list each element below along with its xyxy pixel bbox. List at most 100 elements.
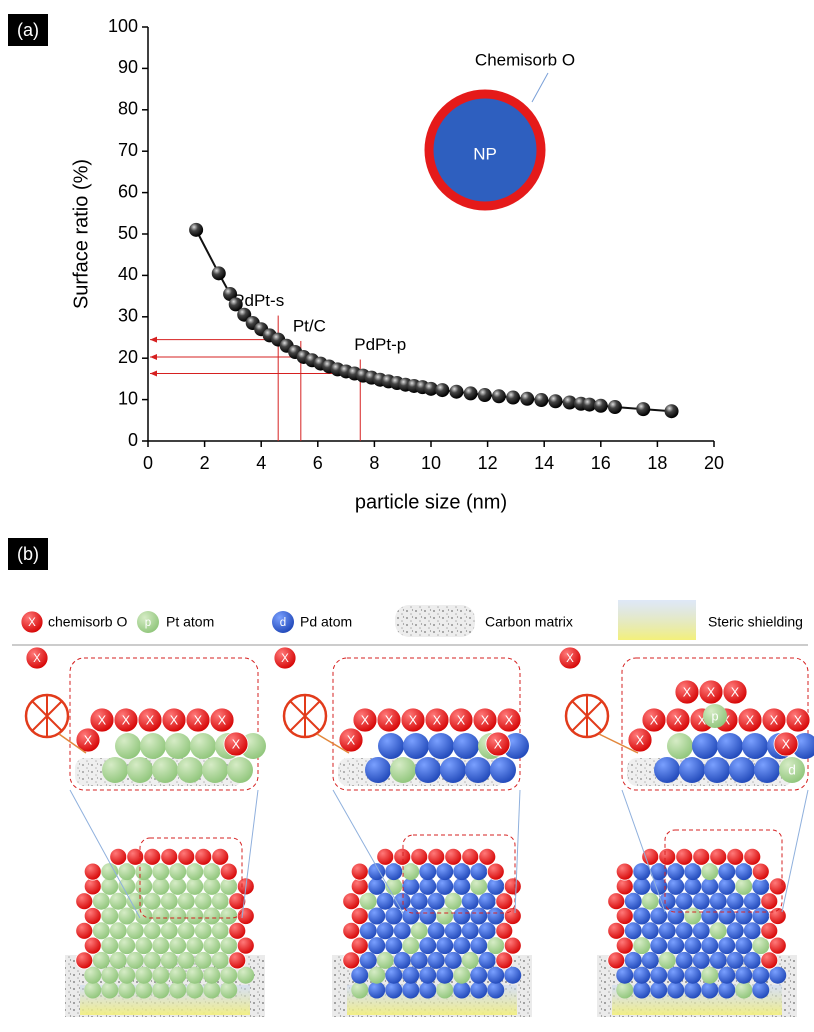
atom bbox=[717, 733, 743, 759]
atom bbox=[558, 646, 582, 670]
atom bbox=[718, 877, 736, 895]
atom bbox=[186, 937, 204, 955]
atom bbox=[211, 951, 229, 969]
point bbox=[562, 395, 577, 410]
atom bbox=[236, 907, 255, 925]
atom bbox=[607, 951, 626, 970]
atom bbox=[194, 892, 212, 910]
atom bbox=[436, 937, 454, 955]
atom bbox=[444, 847, 463, 866]
atom bbox=[20, 610, 44, 634]
atom bbox=[760, 951, 779, 970]
atom bbox=[152, 757, 178, 783]
atom bbox=[752, 981, 770, 999]
inset-shell bbox=[424, 89, 546, 211]
atom bbox=[641, 847, 660, 866]
atom bbox=[675, 922, 693, 940]
point bbox=[636, 402, 651, 417]
atom bbox=[461, 922, 479, 940]
atom bbox=[436, 863, 454, 881]
atom bbox=[342, 892, 361, 911]
atom bbox=[701, 981, 719, 999]
atom bbox=[709, 951, 727, 969]
atom-symbol: X bbox=[385, 713, 394, 727]
atom bbox=[419, 981, 437, 999]
atom bbox=[658, 922, 676, 940]
atom bbox=[135, 981, 153, 999]
atom-symbol: X bbox=[146, 713, 155, 727]
atom bbox=[470, 981, 488, 999]
point bbox=[211, 266, 226, 281]
atom bbox=[419, 907, 437, 925]
atom bbox=[667, 863, 685, 881]
approach-arrow bbox=[316, 733, 350, 754]
atom-symbol: p bbox=[145, 617, 151, 629]
atom bbox=[692, 951, 710, 969]
atom bbox=[350, 936, 369, 955]
atom bbox=[503, 907, 522, 925]
x-tick-label: 0 bbox=[143, 453, 153, 473]
atom bbox=[368, 937, 386, 955]
panel-label-bg bbox=[8, 538, 48, 570]
point bbox=[506, 390, 521, 405]
atom-symbol: X bbox=[170, 713, 179, 727]
atom bbox=[768, 877, 787, 896]
atom bbox=[368, 981, 386, 999]
atom bbox=[84, 966, 102, 984]
atom bbox=[692, 892, 710, 910]
atom-symbol: X bbox=[84, 733, 93, 747]
atom bbox=[641, 922, 659, 940]
atom bbox=[779, 757, 805, 783]
atom bbox=[667, 877, 685, 895]
x-tick-label: 18 bbox=[647, 453, 667, 473]
atom bbox=[169, 877, 187, 895]
legend-label: Pt atom bbox=[166, 614, 214, 630]
atom bbox=[211, 892, 229, 910]
atom bbox=[478, 892, 496, 910]
atom bbox=[186, 877, 204, 895]
atom bbox=[83, 907, 102, 925]
atom bbox=[470, 966, 488, 984]
atom bbox=[726, 922, 744, 940]
atom bbox=[190, 733, 216, 759]
atom bbox=[118, 981, 136, 999]
atom bbox=[220, 907, 238, 925]
atom-symbol: X bbox=[494, 737, 503, 751]
atom bbox=[675, 892, 693, 910]
atom bbox=[701, 907, 719, 925]
atom-symbol: X bbox=[674, 713, 683, 727]
legend-label: Steric shielding bbox=[708, 614, 803, 630]
atom bbox=[127, 757, 153, 783]
atom bbox=[503, 936, 522, 955]
atom bbox=[785, 707, 811, 733]
x-tick-label: 6 bbox=[313, 453, 323, 473]
atom bbox=[118, 863, 136, 881]
atom bbox=[419, 877, 437, 895]
atom bbox=[667, 937, 685, 955]
legend-label: Carbon matrix bbox=[485, 614, 573, 630]
atom bbox=[169, 966, 187, 984]
atom bbox=[126, 847, 145, 866]
atom bbox=[75, 727, 101, 753]
atom bbox=[75, 892, 94, 911]
atom bbox=[338, 727, 364, 753]
atom bbox=[752, 937, 770, 955]
atom bbox=[203, 981, 221, 999]
atom bbox=[152, 877, 170, 895]
atom bbox=[743, 892, 761, 910]
atom bbox=[718, 966, 736, 984]
atom-symbol: X bbox=[433, 713, 442, 727]
x-tick-label: 4 bbox=[256, 453, 266, 473]
atom bbox=[410, 847, 429, 866]
annotation: PdPt-s bbox=[233, 291, 284, 310]
atom bbox=[402, 966, 420, 984]
atom bbox=[385, 966, 403, 984]
atom bbox=[194, 847, 213, 866]
carbon-swatch bbox=[395, 605, 475, 637]
atom bbox=[101, 877, 119, 895]
x-tick-label: 20 bbox=[704, 453, 724, 473]
atom bbox=[143, 847, 162, 866]
atom-symbol: X bbox=[481, 713, 490, 727]
atom bbox=[470, 863, 488, 881]
